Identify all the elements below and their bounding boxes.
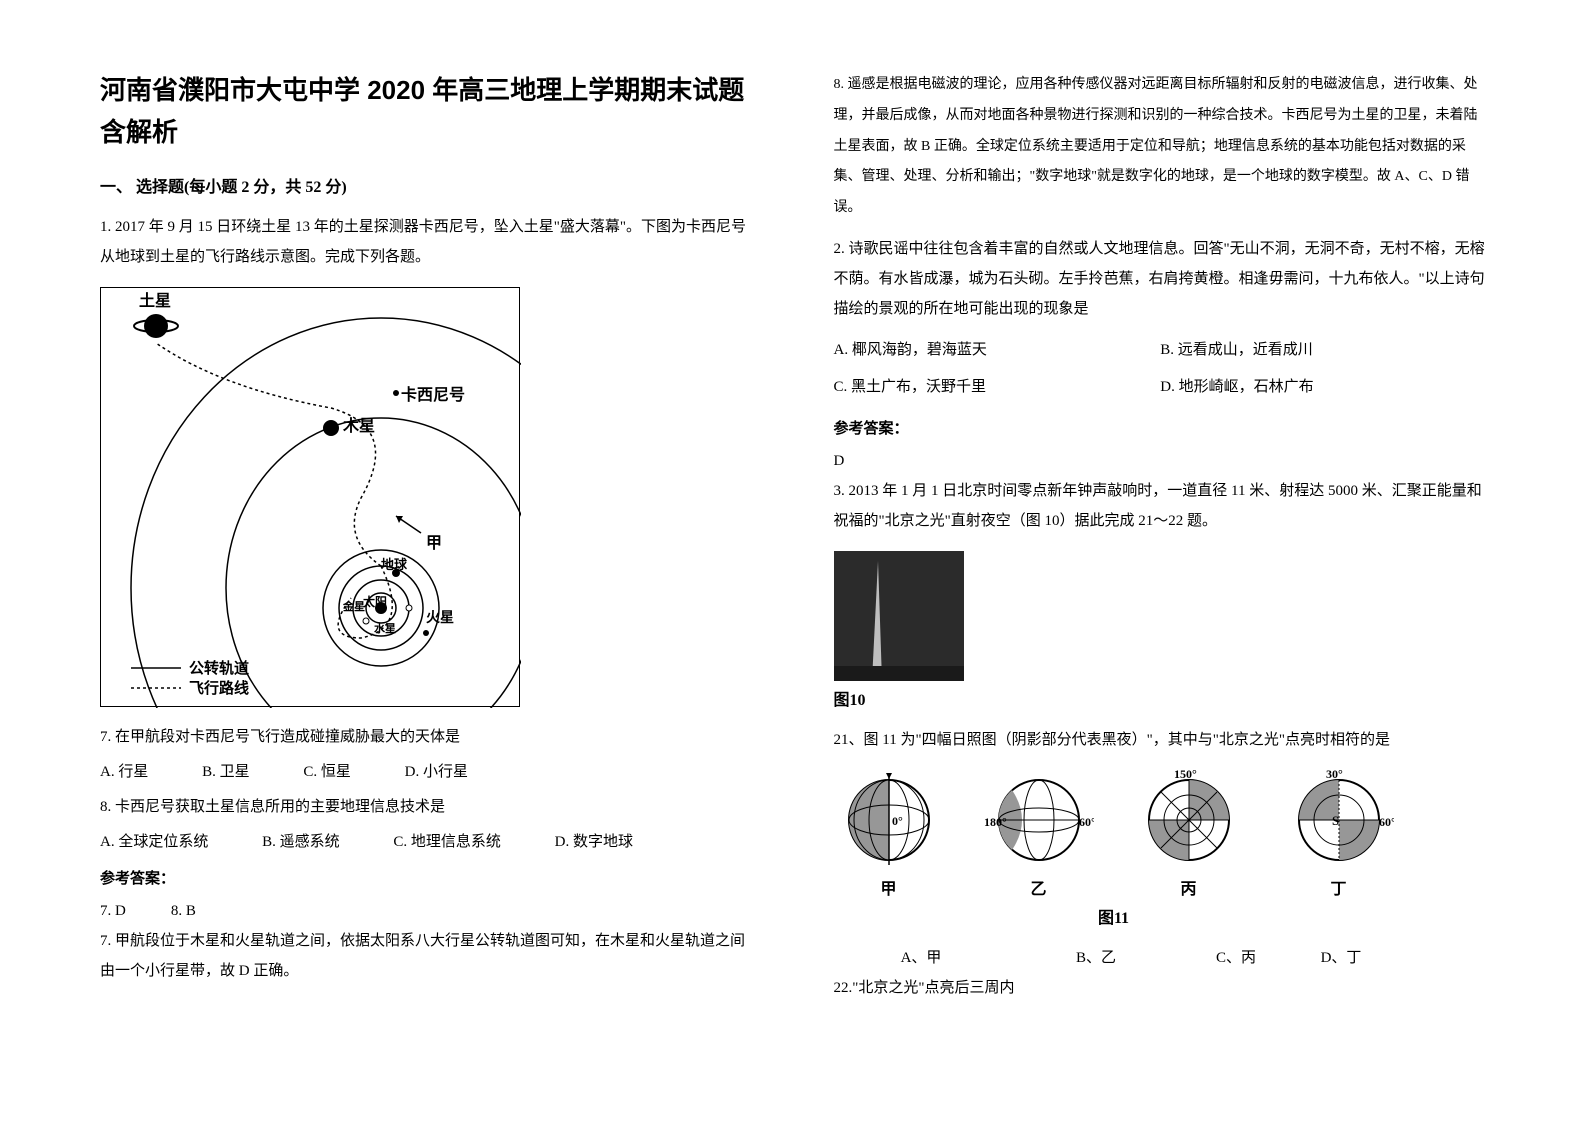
beam-photo-svg [834,551,964,681]
q2-opt-d: D. 地形崎岖，石林广布 [1160,369,1487,407]
q1-sub8-options: A. 全球定位系统 B. 遥感系统 C. 地理信息系统 D. 数字地球 [100,827,754,857]
q1-intro: 1. 2017 年 9 月 15 日环绕土星 13 年的土星探测器卡西尼号，坠入… [100,212,754,272]
left-column: 河南省濮阳市大屯中学 2020 年高三地理上学期期末试题含解析 一、 选择题(每… [0,0,794,1122]
globe-ding-svg: S 30° 60° [1284,770,1394,865]
q1-answer-heading: 参考答案： [100,867,754,888]
page-container: 河南省濮阳市大屯中学 2020 年高三地理上学期期末试题含解析 一、 选择题(每… [0,0,1587,1122]
globe-row: 0° 甲 180° 60° 乙 [834,770,1394,899]
cassini-label: 卡西尼号 [401,385,465,404]
sun-label: 太阳 [363,594,387,609]
svg-text:60°: 60° [1079,815,1094,829]
svg-text:180°: 180° [984,815,1007,829]
q3-text: 3. 2013 年 1 月 1 日北京时间零点新年钟声敲响时，一道直径 11 米… [834,476,1488,536]
svg-text:150°: 150° [1174,770,1197,781]
saturn-label: 土星 [139,291,171,310]
q2-options: A. 椰风海韵，碧海蓝天 B. 远看成山，近看成川 C. 黑土广布，沃野千里 D… [834,332,1488,407]
globe-bing-svg: 150° [1134,770,1244,865]
document-title: 河南省濮阳市大屯中学 2020 年高三地理上学期期末试题含解析 [100,70,754,153]
q3-sub21: 21、图 11 为"四幅日照图（阴影部分代表黑夜）"，其中与"北京之光"点亮时相… [834,725,1488,755]
q3-sub21-opt-a: A、甲 [834,943,1009,973]
q1-explanation1: 7. 甲航段位于木星和火星轨道之间，依据太阳系八大行星公转轨道图可知，在木星和火… [100,926,754,986]
q2-answer-heading: 参考答案： [834,417,1488,438]
q1-sub7-opt-c: C. 恒星 [303,757,351,787]
fig11-label: 图11 [834,904,1394,928]
orbit-legend: 公转轨道 [189,659,249,677]
globe-jia-label: 甲 [834,875,944,899]
mercury-label: 水星 [374,621,396,635]
q2-text: 2. 诗歌民谣中往往包含着丰富的自然或人文地理信息。回答"无山不洞，无洞不奇，无… [834,234,1488,324]
q1-sub8-opt-a: A. 全球定位系统 [100,827,208,857]
globe-ding: S 30° 60° 丁 [1284,770,1394,899]
q3-photo [834,551,964,681]
jia-label: 甲 [426,534,442,552]
globe-jia-svg: 0° [834,770,944,865]
q1-answers: 7. D 8. B [100,896,754,926]
globe-yi-label: 乙 [984,875,1094,899]
q1-sub7-options: A. 行星 B. 卫星 C. 恒星 D. 小行星 [100,757,754,787]
q1-sub7-opt-a: A. 行星 [100,757,148,787]
q1-sub8-opt-b: B. 遥感系统 [262,827,340,857]
q1-sub7-opt-d: D. 小行星 [405,757,468,787]
globe-jia: 0° 甲 [834,770,944,899]
q3-sub22: 22."北京之光"点亮后三周内 [834,973,1488,1003]
svg-text:60°: 60° [1379,815,1394,829]
globe-yi: 180° 60° 乙 [984,770,1094,899]
mars-label: 火星 [426,610,454,626]
svg-text:30°: 30° [1326,770,1343,781]
q3-sub21-opt-b: B、乙 [1009,943,1184,973]
q3-sub21-opt-c: C、丙 [1184,943,1289,973]
q1-sub8: 8. 卡西尼号获取土星信息所用的主要地理信息技术是 [100,792,754,822]
globe-bing-label: 丙 [1134,875,1244,899]
right-column: 8. 遥感是根据电磁波的理论，应用各种传感仪器对远距离目标所辐射和反射的电磁波信… [794,0,1587,1122]
orbit-diagram-svg: 甲 土星 卡西尼号 木星 地球 太阳 金星 水星 火星 公 [101,288,521,708]
q3-sub21-opt-d: D、丁 [1289,943,1394,973]
q1-sub7: 7. 在甲航段对卡西尼号飞行造成碰撞威胁最大的天体是 [100,722,754,752]
venus-label: 金星 [342,599,365,613]
q1-sub8-opt-c: C. 地理信息系统 [393,827,501,857]
q1-figure: 甲 土星 卡西尼号 木星 地球 太阳 金星 水星 火星 公 [100,287,520,707]
jupiter-label: 木星 [342,416,375,435]
section-heading: 一、 选择题(每小题 2 分，共 52 分) [100,173,754,197]
q1-explanation2: 8. 遥感是根据电磁波的理论，应用各种传感仪器对远距离目标所辐射和反射的电磁波信… [834,70,1488,224]
q1-sub8-opt-d: D. 数字地球 [555,827,633,857]
globe-bing: 150° 丙 [1134,770,1244,899]
q2-answer: D [834,446,1488,476]
globe-ding-label: 丁 [1284,875,1394,899]
globe-yi-svg: 180° 60° [984,770,1094,865]
svg-text:0°: 0° [892,814,903,828]
q2-opt-a: A. 椰风海韵，碧海蓝天 [834,332,1161,370]
path-legend: 飞行路线 [189,679,249,697]
q1-sub7-opt-b: B. 卫星 [202,757,250,787]
q2-opt-b: B. 远看成山，近看成川 [1160,332,1487,370]
svg-text:S: S [1332,813,1339,828]
fig10-label: 图10 [834,686,1488,710]
q2-opt-c: C. 黑土广布，沃野千里 [834,369,1161,407]
earth-label: 地球 [381,557,408,572]
q3-sub21-options: A、甲 B、乙 C、丙 D、丁 [834,943,1394,973]
